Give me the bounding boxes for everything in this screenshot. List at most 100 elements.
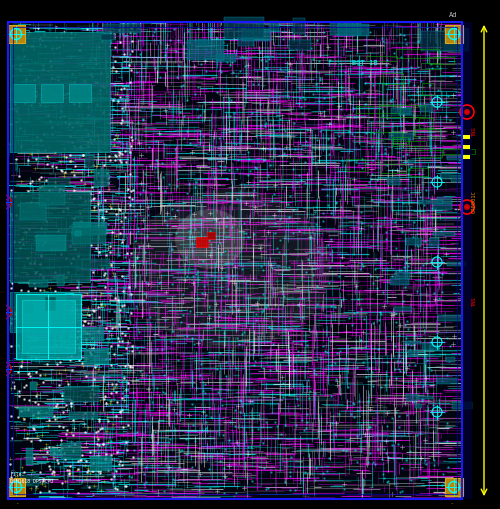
Point — [404, 77, 412, 86]
Point — [86, 83, 94, 92]
Point — [54, 459, 62, 467]
Point — [118, 224, 126, 232]
Point — [122, 122, 130, 130]
Point — [366, 30, 374, 38]
Point — [228, 59, 236, 67]
Point — [398, 229, 406, 237]
Point — [53, 456, 61, 464]
Point — [384, 477, 392, 486]
Point — [82, 468, 90, 476]
Point — [158, 159, 166, 167]
Bar — [390, 109, 410, 115]
Bar — [36, 236, 66, 251]
Point — [248, 426, 256, 434]
Point — [48, 44, 56, 52]
Bar — [418, 150, 442, 158]
Point — [94, 170, 102, 178]
Point — [62, 205, 70, 213]
Point — [14, 342, 22, 350]
Point — [56, 358, 64, 366]
Bar — [387, 178, 400, 185]
Point — [400, 184, 408, 192]
Point — [382, 236, 390, 244]
Point — [116, 408, 124, 416]
Point — [112, 467, 120, 475]
Point — [139, 117, 147, 125]
Point — [92, 61, 100, 69]
Point — [368, 382, 376, 390]
Point — [410, 398, 418, 406]
Point — [24, 97, 32, 105]
Point — [148, 454, 156, 462]
Point — [366, 449, 374, 457]
Point — [326, 250, 334, 259]
Point — [230, 407, 238, 415]
Point — [32, 88, 40, 96]
Point — [100, 83, 108, 92]
Point — [197, 309, 205, 317]
Point — [294, 301, 302, 309]
Point — [188, 335, 196, 343]
Point — [438, 270, 446, 278]
Point — [60, 29, 68, 37]
Point — [248, 476, 256, 485]
Point — [32, 269, 40, 277]
Bar — [7, 478, 25, 496]
Point — [24, 370, 32, 378]
Point — [342, 447, 350, 456]
Bar — [82, 328, 104, 342]
Point — [388, 441, 396, 449]
Point — [58, 440, 66, 448]
Point — [344, 96, 351, 104]
Point — [161, 52, 169, 60]
Point — [98, 300, 106, 308]
Point — [20, 95, 28, 103]
Point — [196, 111, 204, 120]
Point — [8, 192, 16, 201]
Point — [404, 340, 412, 348]
Point — [88, 334, 96, 342]
Point — [396, 489, 404, 497]
Point — [110, 34, 118, 42]
Point — [400, 263, 408, 271]
Bar — [406, 394, 418, 402]
Point — [345, 315, 353, 323]
Bar — [10, 33, 110, 153]
Point — [254, 425, 262, 433]
Point — [94, 314, 102, 322]
Point — [26, 180, 34, 188]
Point — [89, 306, 97, 314]
Point — [100, 395, 108, 403]
Point — [84, 320, 92, 328]
Point — [262, 65, 270, 73]
Point — [122, 438, 130, 446]
Point — [58, 167, 66, 176]
Point — [150, 29, 158, 37]
Point — [404, 411, 411, 419]
Point — [40, 131, 48, 139]
Point — [368, 196, 376, 205]
Point — [328, 361, 336, 370]
Point — [184, 180, 192, 188]
Bar — [20, 407, 52, 417]
Point — [416, 430, 424, 438]
Point — [225, 95, 233, 103]
Point — [148, 32, 156, 40]
Point — [70, 416, 78, 424]
Point — [169, 158, 177, 166]
Point — [236, 396, 244, 404]
Point — [120, 287, 128, 295]
Point — [52, 24, 60, 32]
Point — [16, 244, 24, 252]
Point — [174, 37, 182, 45]
Point — [226, 112, 234, 121]
Point — [392, 244, 400, 252]
Point — [134, 25, 142, 33]
Point — [250, 230, 258, 238]
Point — [180, 112, 188, 121]
Point — [400, 36, 408, 44]
Point — [402, 284, 409, 292]
Point — [350, 446, 358, 455]
Point — [12, 107, 20, 116]
Point — [54, 189, 62, 197]
